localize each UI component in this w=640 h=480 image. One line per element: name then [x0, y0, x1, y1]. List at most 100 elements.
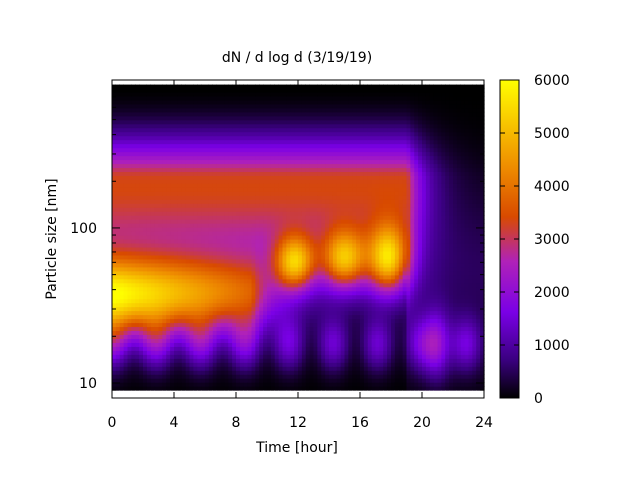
heatmap-cell: [348, 103, 353, 109]
heatmap-cell: [216, 330, 222, 335]
heatmap-cell: [348, 235, 353, 240]
heatmap-cell: [348, 290, 353, 296]
heatmap-cell: [123, 143, 129, 149]
heatmap-cell: [115, 330, 121, 335]
heatmap-cell: [305, 83, 311, 89]
heatmap-cell: [146, 334, 152, 339]
heatmap-cell: [313, 362, 318, 367]
heatmap-cell: [201, 378, 206, 383]
heatmap-cell: [170, 167, 175, 173]
heatmap-cell: [263, 123, 268, 129]
heatmap-cell: [255, 115, 260, 121]
heatmap-cell: [263, 227, 268, 232]
heatmap-cell: [170, 258, 175, 264]
heatmap-cell: [282, 143, 287, 149]
heatmap-cell: [220, 227, 225, 232]
heatmap-cell: [282, 322, 287, 328]
heatmap-cell: [243, 215, 249, 220]
heatmap-cell: [321, 227, 326, 232]
heatmap-cell: [348, 239, 353, 244]
heatmap-cell: [247, 278, 253, 284]
heatmap-cell: [255, 155, 260, 161]
heatmap-cell: [139, 155, 144, 161]
heatmap-cell: [232, 107, 237, 113]
heatmap-cell: [119, 266, 125, 272]
heatmap-cell: [208, 362, 214, 367]
heatmap-cell: [220, 111, 225, 117]
heatmap-cell: [232, 135, 237, 141]
heatmap-cell: [197, 219, 202, 224]
heatmap-cell: [127, 262, 132, 268]
heatmap-cell: [220, 207, 225, 212]
heatmap-cell: [263, 231, 268, 236]
heatmap-cell: [313, 159, 318, 165]
heatmap-cell: [267, 167, 272, 173]
heatmap-cell: [340, 382, 346, 387]
heatmap-cell: [259, 358, 264, 363]
heatmap-cell: [298, 354, 303, 359]
heatmap-cell: [301, 147, 307, 153]
heatmap-cell: [135, 231, 140, 236]
heatmap-cell: [340, 390, 346, 395]
heatmap-cell: [154, 115, 160, 121]
heatmap-cell: [127, 354, 132, 359]
heatmap-cell: [189, 231, 194, 236]
heatmap-cell: [298, 386, 303, 391]
heatmap-cell: [239, 274, 245, 280]
heatmap-cell: [166, 286, 171, 292]
heatmap-cell: [220, 374, 225, 379]
heatmap-cell: [146, 131, 152, 137]
heatmap-cell: [170, 366, 175, 371]
heatmap-cell: [181, 370, 187, 375]
heatmap-cell: [236, 95, 241, 101]
heatmap-cell: [232, 366, 237, 371]
heatmap-cell: [150, 382, 156, 387]
heatmap-cell: [224, 282, 229, 288]
heatmap-cell: [154, 282, 160, 288]
heatmap-cell: [123, 354, 129, 359]
heatmap-cell: [224, 227, 229, 232]
heatmap-cell: [154, 278, 160, 284]
heatmap-cell: [274, 354, 280, 359]
heatmap-cell: [336, 87, 342, 93]
heatmap-cell: [329, 175, 334, 180]
heatmap-cell: [208, 322, 214, 328]
heatmap-cell: [259, 123, 264, 129]
heatmap-cell: [344, 254, 349, 260]
heatmap-cell: [274, 215, 280, 220]
heatmap-cell: [150, 87, 156, 93]
heatmap-cell: [236, 199, 241, 204]
heatmap-cell: [146, 346, 152, 351]
heatmap-cell: [290, 163, 295, 169]
heatmap-cell: [309, 147, 315, 153]
heatmap-cell: [236, 242, 241, 248]
heatmap-cell: [251, 219, 256, 224]
heatmap-cell: [123, 342, 129, 347]
heatmap-cell: [298, 155, 303, 161]
heatmap-cell: [189, 80, 194, 85]
heatmap-cell: [166, 330, 171, 335]
heatmap-cell: [205, 187, 210, 192]
heatmap-cell: [239, 250, 245, 256]
heatmap-cell: [301, 386, 307, 391]
heatmap-cell: [189, 139, 194, 145]
heatmap-cell: [274, 183, 280, 188]
heatmap-cell: [267, 394, 272, 399]
heatmap-cell: [251, 374, 256, 379]
heatmap-cell: [112, 338, 117, 343]
heatmap-cell: [290, 143, 295, 149]
heatmap-cell: [154, 103, 160, 109]
heatmap-cell: [201, 155, 206, 161]
heatmap-cell: [325, 80, 330, 85]
heatmap-cell: [325, 239, 330, 244]
heatmap-cell: [208, 306, 214, 312]
heatmap-cell: [267, 270, 272, 276]
heatmap-cell: [220, 326, 225, 332]
heatmap-cell: [282, 223, 287, 228]
heatmap-cell: [278, 358, 284, 363]
heatmap-cell: [243, 123, 249, 129]
heatmap-cell: [127, 80, 132, 85]
heatmap-cell: [247, 167, 253, 173]
heatmap-cell: [336, 382, 342, 387]
heatmap-cell: [112, 87, 117, 93]
